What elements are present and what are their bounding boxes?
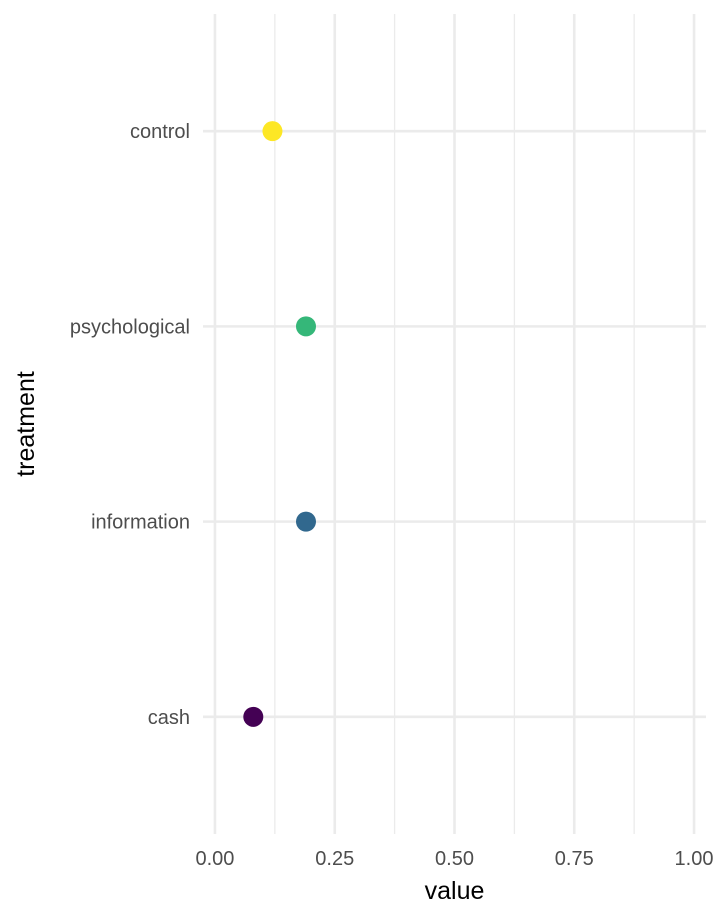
y-tick-label-control: control — [130, 121, 190, 143]
x-tick-label: 0.00 — [196, 848, 235, 870]
x-tick-label: 0.25 — [315, 848, 354, 870]
x-axis-tick-labels: 0.00 0.25 0.50 0.75 1.00 — [196, 848, 714, 870]
y-tick-label-psychological: psychological — [70, 316, 190, 338]
point-cash — [243, 706, 264, 727]
x-axis-title: value — [425, 877, 485, 905]
data-points — [243, 121, 316, 727]
point-information — [295, 511, 316, 532]
y-axis-title: treatment — [12, 371, 40, 477]
y-axis-tick-labels: control psychological information cash — [70, 121, 190, 729]
x-tick-label: 0.50 — [435, 848, 474, 870]
point-control — [262, 121, 283, 142]
y-tick-label-information: information — [91, 512, 190, 534]
grid-lines — [203, 14, 706, 834]
y-tick-label-cash: cash — [148, 707, 190, 729]
x-tick-label: 0.75 — [555, 848, 594, 870]
point-psychological — [295, 316, 316, 337]
x-tick-label: 1.00 — [675, 848, 714, 870]
